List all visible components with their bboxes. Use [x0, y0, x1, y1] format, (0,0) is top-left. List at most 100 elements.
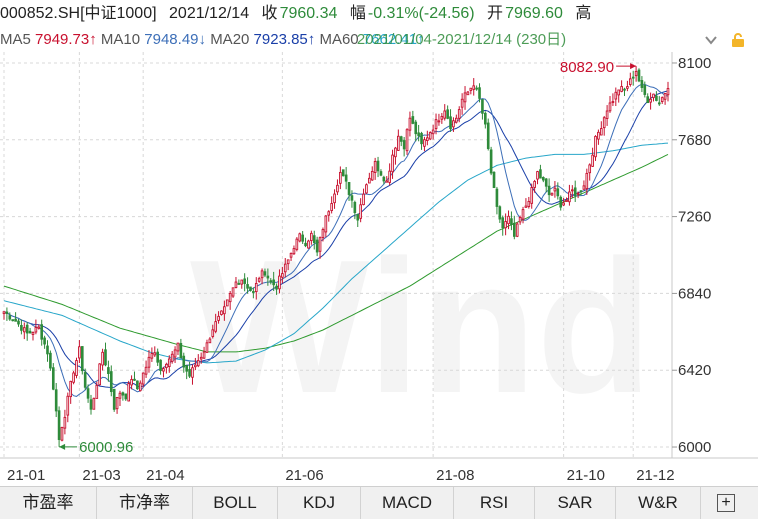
candle-body [570, 189, 574, 192]
candle-body [637, 69, 641, 82]
tab-boll[interactable]: BOLL [193, 487, 278, 519]
candle-body [452, 120, 455, 128]
ma20-line [3, 90, 669, 388]
candle-body [446, 109, 449, 119]
tab-rsi[interactable]: RSI [454, 487, 535, 519]
candle-body [223, 306, 226, 315]
candle-body [368, 177, 371, 184]
candle-body [34, 327, 38, 333]
candlestick-series [2, 66, 670, 447]
open-label: 开 [487, 5, 504, 22]
candle-body [263, 271, 267, 276]
max-value-label: 8082.90 [560, 59, 614, 76]
candle-body [51, 367, 55, 390]
tab-wr[interactable]: W&R [616, 487, 701, 519]
candle-body [359, 204, 362, 219]
candle-body [278, 275, 281, 290]
candle-body [362, 193, 365, 206]
candle-body [63, 416, 67, 429]
candle-body [484, 112, 487, 125]
tab-kdj[interactable]: KDJ [278, 487, 361, 519]
candle-body [301, 234, 304, 242]
candle-body [8, 315, 12, 320]
candle-body [141, 372, 145, 385]
candle-body [379, 171, 383, 176]
candle-body [434, 119, 438, 130]
add-tab-button[interactable]: + [701, 487, 751, 519]
candle-body [510, 218, 513, 225]
candle-body [112, 388, 116, 410]
candle-body [504, 221, 507, 229]
candle-body [107, 367, 110, 374]
candle-body [405, 129, 409, 152]
candle-body [188, 369, 191, 377]
y-tick-label: 6420 [678, 362, 711, 379]
candle-body [495, 188, 499, 207]
candle-body [631, 76, 635, 79]
candle-body [649, 98, 652, 103]
candle-body [150, 353, 154, 359]
chevron-down-icon[interactable] [704, 33, 718, 47]
candle-body [556, 188, 560, 197]
candle-body [481, 99, 484, 114]
tab-pb[interactable]: 市净率 [97, 487, 193, 519]
candle-body [350, 195, 354, 201]
x-axis: 21-01 21-03 21-04 21-06 21-08 21-10 21-12 [7, 467, 675, 484]
candle-body [385, 180, 389, 183]
candle-body [507, 215, 510, 225]
candle-body [576, 192, 580, 195]
candle-body [211, 329, 215, 337]
ma60-value: 7662.41↑ [362, 31, 425, 48]
candle-body [353, 201, 357, 214]
candle-body [536, 171, 539, 180]
candle-body [437, 120, 441, 123]
candle-body [663, 93, 667, 100]
ma5-value: 7949.73↑ [35, 31, 97, 48]
price-chart[interactable]: Wind 6000 6420 6840 7260 7680 8100 21-01 21-03… [0, 52, 758, 486]
candle-body [176, 342, 180, 352]
open-value: 7969.60 [505, 5, 563, 22]
candle-body [542, 177, 545, 181]
candle-body [486, 122, 490, 149]
candle-body [283, 263, 287, 273]
candle-body [240, 279, 244, 285]
candle-body [478, 87, 481, 99]
candle-body [237, 282, 241, 285]
candle-body [321, 229, 325, 238]
candle-body [530, 187, 534, 204]
ma20-path [3, 90, 669, 388]
candle-body [194, 364, 197, 368]
candle-body [550, 192, 554, 196]
candle-body [115, 397, 119, 410]
security-code: 000852.SH[中证1000] [0, 5, 157, 22]
candle-body [133, 378, 136, 381]
candle-body [54, 389, 58, 412]
candle-body [234, 281, 238, 288]
candle-body [341, 169, 345, 177]
candle-body [518, 216, 522, 223]
candle-body [289, 252, 293, 258]
tab-macd[interactable]: MACD [361, 487, 454, 519]
lock-icon[interactable] [730, 32, 746, 48]
lock-button[interactable] [730, 28, 746, 52]
candle-body [257, 278, 261, 282]
candle-body [269, 280, 273, 283]
candle-body [89, 399, 93, 410]
candle-body [634, 70, 638, 77]
candle-body [417, 132, 420, 137]
candle-body [501, 217, 505, 229]
candle-body [66, 395, 70, 416]
ma20-label: MA20 [210, 31, 250, 48]
tab-pe[interactable]: 市盈率 [0, 487, 97, 519]
candle-body [185, 365, 188, 372]
candle-body [167, 358, 171, 368]
close-value: 7960.34 [279, 5, 338, 22]
ma60-line [3, 142, 669, 364]
candle-body [220, 310, 223, 315]
indicator-dropdown[interactable] [704, 28, 718, 52]
tab-sar[interactable]: SAR [535, 487, 616, 519]
range-overlay-text: 2021/01/04-2021/12/14 (230日) [356, 31, 567, 48]
candle-body [272, 279, 275, 286]
candle-body [469, 87, 473, 91]
plus-icon[interactable]: + [717, 494, 735, 512]
